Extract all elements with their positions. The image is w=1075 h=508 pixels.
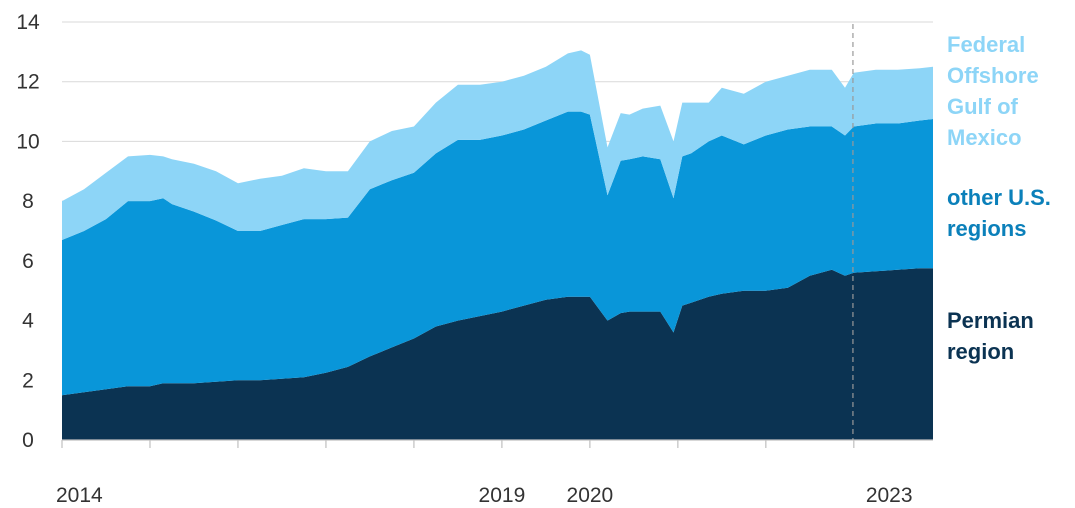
legend: Federal Offshore Gulf of Mexico other U.S. re…	[947, 32, 1051, 364]
y-tick-label-8: 8	[22, 190, 34, 213]
legend-label-federal-offshore-gulf-of-mexico: Federal Offshore Gulf of Mexico	[947, 32, 1039, 150]
tick-labels: 0 2 4 6 8 10 12 14 2014 2019 2020 2023	[16, 11, 912, 507]
y-tick-label-0: 0	[22, 429, 34, 452]
y-tick-label-6: 6	[22, 250, 34, 273]
axes	[61, 24, 933, 448]
legend-label-other-u-s-regions: other U.S. regions	[947, 185, 1051, 241]
x-tick-label-2023: 2023	[866, 484, 913, 507]
area-permian-region	[62, 268, 933, 440]
area-other-u-s-regions	[62, 111, 933, 396]
legend-label-permian-region: Permian region	[947, 308, 1034, 364]
area-series-group	[62, 50, 933, 440]
y-tick-label-4: 4	[22, 310, 34, 333]
y-tick-label-10: 10	[16, 130, 39, 153]
area-federal-offshore-gulf-of-mexico	[62, 50, 933, 241]
y-tick-label-2: 2	[22, 369, 34, 392]
y-tick-label-12: 12	[16, 71, 39, 94]
x-tick-label-2020: 2020	[567, 484, 614, 507]
x-tick-label-2019: 2019	[479, 484, 526, 507]
y-tick-label-14: 14	[16, 11, 40, 34]
x-tick-label-2014: 2014	[56, 484, 103, 507]
